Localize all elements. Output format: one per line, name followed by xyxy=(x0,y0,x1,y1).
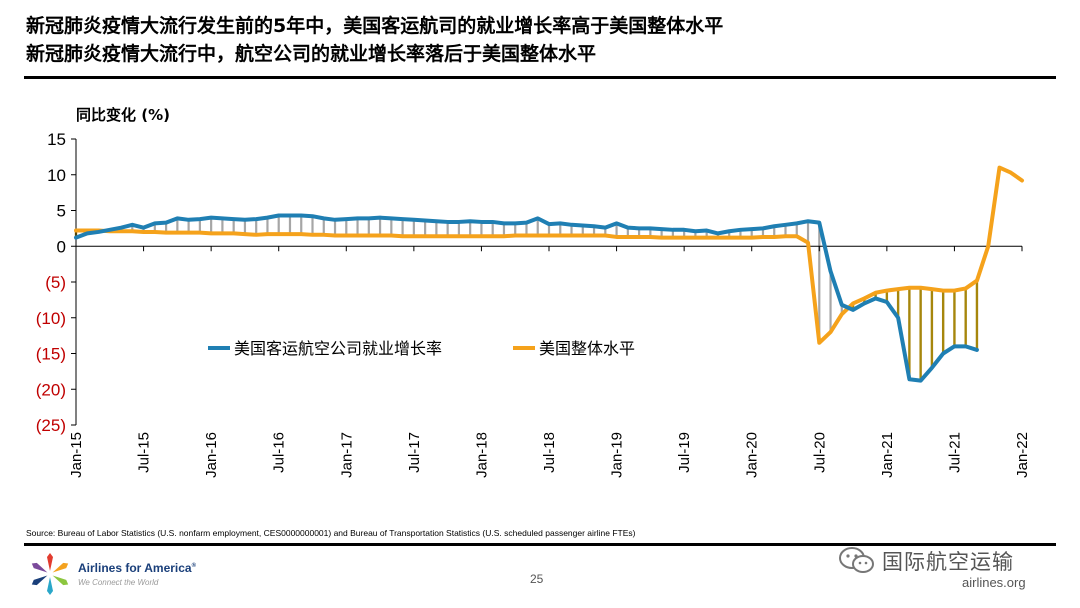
x-tick-label: Jul-20 xyxy=(811,432,828,473)
x-tick-label: Jan-19 xyxy=(609,432,626,478)
watermark-text: 国际航空运输 xyxy=(882,550,1014,574)
x-tick-label: Jan-18 xyxy=(473,432,490,478)
airline-employment-line xyxy=(74,213,979,383)
brand-name: Airlines for America® xyxy=(78,561,197,575)
page-number: 25 xyxy=(530,572,544,586)
y-tick-label: (20) xyxy=(36,380,66,399)
x-tick-label: Jan-20 xyxy=(744,432,761,478)
brand-tagline: We Connect the World xyxy=(78,578,159,587)
title-divider xyxy=(24,76,1056,79)
airlines-for-america-logo-icon xyxy=(31,553,69,595)
y-tick-label: 15 xyxy=(47,130,66,149)
x-tick-label: Jan-17 xyxy=(338,432,355,478)
x-tick-label: Jul-16 xyxy=(271,432,288,473)
employment-growth-chart: 同比变化 (%) 15 10 5 0 (5) (10) (15) (20) (25)Jan-15… xyxy=(36,106,1031,478)
y-tick-label: (5) xyxy=(45,273,66,292)
y-tick-label: (10) xyxy=(36,309,66,328)
y-tick-label: 5 xyxy=(57,202,66,221)
x-tick-label: Jul-18 xyxy=(541,432,558,473)
y-tick-label: 10 xyxy=(47,166,66,185)
x-tick-label: Jan-16 xyxy=(203,432,220,478)
x-tick-label: Jul-17 xyxy=(406,432,423,473)
y-tick-label: 0 xyxy=(57,237,66,256)
y-tick-label: (25) xyxy=(36,416,66,435)
legend: 美国客运航空公司就业增长率 美国整体水平 xyxy=(208,339,635,358)
x-tick-label: Jul-21 xyxy=(946,432,963,473)
website-url: airlines.org xyxy=(962,575,1026,590)
chart-title: 新冠肺炎疫情大流行发生前的5年中，美国客运航司的就业增长率高于美国整体水平 新冠… xyxy=(26,12,1066,68)
us-overall-line xyxy=(74,165,1024,345)
x-tick-label: Jan-22 xyxy=(1014,432,1031,478)
title-line-1: 新冠肺炎疫情大流行发生前的5年中，美国客运航司的就业增长率高于美国整体水平 xyxy=(26,15,724,37)
y-tick-label: (15) xyxy=(36,345,66,364)
legend-label: 美国整体水平 xyxy=(539,339,635,358)
legend-label: 美国客运航空公司就业增长率 xyxy=(234,339,442,358)
footer-divider xyxy=(24,543,1056,546)
title-line-2: 新冠肺炎疫情大流行中，航空公司的就业增长率落后于美国整体水平 xyxy=(26,43,597,65)
x-tick-label: Jan-21 xyxy=(879,432,896,478)
y-axis-label: 同比变化 (%) xyxy=(76,106,170,124)
x-tick-label: Jul-19 xyxy=(676,432,693,473)
x-tick-label: Jan-15 xyxy=(68,432,85,478)
x-tick-label: Jul-15 xyxy=(136,432,153,473)
wechat-icon xyxy=(839,547,874,573)
source-note: Source: Bureau of Labor Statistics (U.S.… xyxy=(26,528,636,538)
